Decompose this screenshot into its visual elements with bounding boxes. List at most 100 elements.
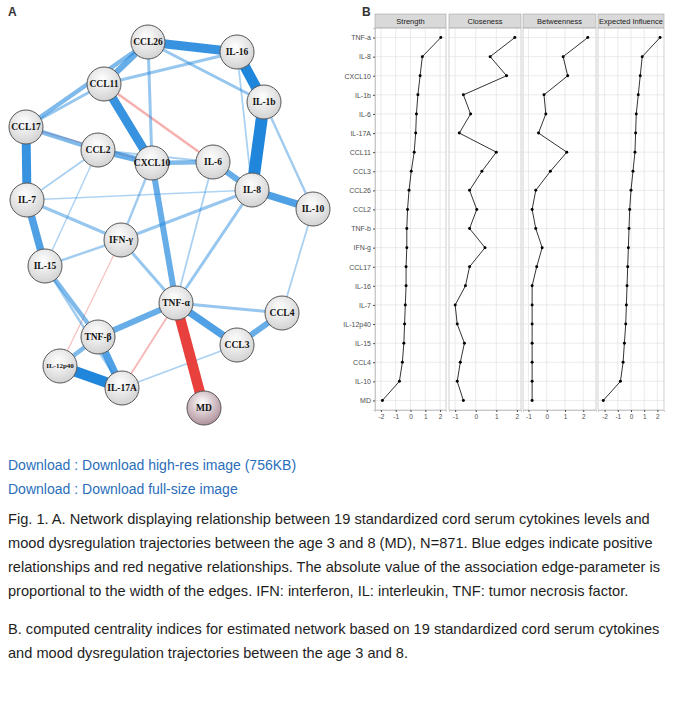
centrality-panel: Strength-2-1012TNF-aIL-8CXCL10IL-1bIL-6I… <box>343 14 446 420</box>
point <box>410 170 413 173</box>
data <box>381 36 442 402</box>
edge <box>122 345 237 388</box>
tick-label: -1 <box>393 413 399 420</box>
tick-label: CCL11 <box>350 149 371 156</box>
tick-label: IL-8 <box>359 53 371 60</box>
grid-line <box>449 133 521 134</box>
grid-line <box>523 56 596 57</box>
y-tick: IL-7 <box>359 302 375 309</box>
panel-border <box>449 28 521 410</box>
point <box>635 112 638 115</box>
grid-line <box>598 37 664 38</box>
node <box>220 328 254 362</box>
grid-line <box>598 324 664 325</box>
panel-label: B <box>362 5 371 19</box>
grid-line <box>449 56 521 57</box>
point <box>562 55 565 58</box>
grid-line <box>375 247 446 248</box>
tick-label: IL-16 <box>355 283 371 290</box>
x-axis: -1012 <box>450 410 522 420</box>
node-label: MD <box>196 403 212 413</box>
download-link[interactable]: Download high-res image (756KB) <box>82 457 296 473</box>
grid-line <box>598 362 664 363</box>
node <box>265 296 299 330</box>
grid-line <box>523 75 596 76</box>
grid-line <box>523 400 596 401</box>
grid-line <box>523 37 596 38</box>
strip <box>523 14 596 28</box>
grid-line <box>644 28 645 410</box>
download-link[interactable]: Download full-size image <box>82 481 238 497</box>
grid-line <box>523 343 596 344</box>
point <box>626 284 629 287</box>
point <box>462 399 465 402</box>
x-tick: 0 <box>409 410 413 420</box>
tick-label: 0 <box>545 413 549 420</box>
grid-line <box>449 37 521 38</box>
tick-label: 1 <box>564 413 568 420</box>
y-tick: IL-16 <box>355 283 375 290</box>
centrality-panel: Closeness-1012 <box>449 14 522 420</box>
point <box>531 399 534 402</box>
grid-line <box>598 56 664 57</box>
point <box>462 93 465 96</box>
x-tick: 2 <box>516 410 520 420</box>
grid-line <box>449 304 521 305</box>
node-label: IL-12p40 <box>46 362 74 370</box>
point <box>469 112 472 115</box>
grid-line <box>375 343 446 344</box>
grid-line <box>455 28 456 410</box>
grid-line <box>523 304 596 305</box>
y-tick: IL-12p40 <box>343 321 375 329</box>
grid-line <box>440 28 441 410</box>
tick-label: IFN-g <box>354 244 372 252</box>
grid-line <box>523 362 596 363</box>
panel-background <box>598 28 664 410</box>
point <box>421 55 424 58</box>
tick-mark <box>373 229 375 230</box>
x-tick: -1 <box>453 410 459 420</box>
y-tick: IL-17A <box>350 130 375 137</box>
grid-line <box>449 209 521 210</box>
grid-line <box>523 228 596 229</box>
y-tick: CCL26 <box>349 187 375 194</box>
point <box>630 189 633 192</box>
point <box>637 93 640 96</box>
strip <box>449 14 521 28</box>
tick-label: IL-15 <box>355 340 371 347</box>
edge <box>176 190 252 303</box>
x-tick: 0 <box>545 410 549 420</box>
point <box>602 399 605 402</box>
node-label: CCL17 <box>11 122 41 132</box>
grid-line <box>375 228 446 229</box>
grid-line <box>604 28 605 410</box>
tick-label: CCL4 <box>353 359 371 366</box>
point <box>456 380 459 383</box>
data <box>531 36 590 402</box>
point <box>633 151 636 154</box>
data <box>454 36 517 402</box>
point <box>531 361 534 364</box>
x-axis: -1012 <box>524 410 597 420</box>
grid-line <box>598 133 664 134</box>
tick-label: 2 <box>439 413 443 420</box>
y-tick: CCL3 <box>353 168 375 175</box>
point <box>513 36 516 39</box>
grid-line <box>523 94 596 95</box>
grid-line <box>449 228 521 229</box>
tick-label: IL-10 <box>355 378 371 385</box>
node <box>159 286 193 320</box>
x-axis: -2-1012 <box>376 410 447 420</box>
tick-label: 1 <box>424 413 428 420</box>
grid-line <box>375 56 446 57</box>
point <box>398 380 401 383</box>
node-label: IL-1b <box>252 97 275 107</box>
grid-line <box>449 343 521 344</box>
grid-line <box>449 94 521 95</box>
point <box>413 151 416 154</box>
grid-line <box>449 381 521 382</box>
x-tick: -1 <box>393 410 399 420</box>
centrality-panel: Expected Influence-2-1012 <box>598 14 665 420</box>
y-tick: IL-1b <box>355 92 375 99</box>
grid-line <box>375 171 446 172</box>
